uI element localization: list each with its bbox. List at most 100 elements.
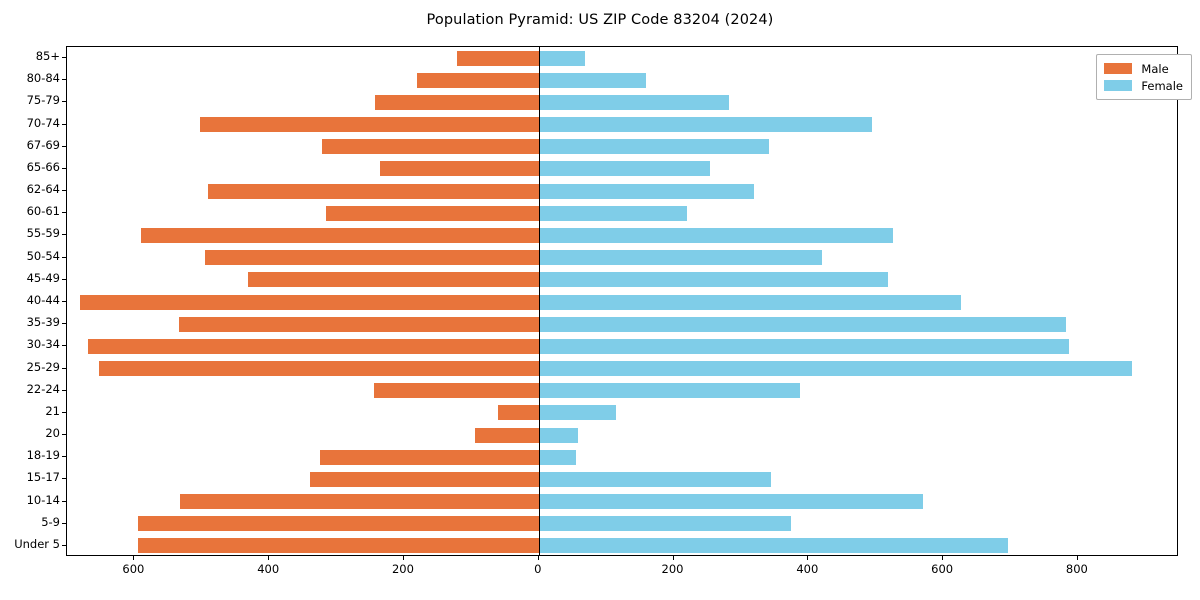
- x-axis-label-600: 600: [931, 562, 954, 576]
- x-axis-label-200: 200: [391, 562, 414, 576]
- bar-female-85-: [538, 50, 585, 66]
- y-axis-tick: [62, 500, 66, 502]
- y-axis-label-62-64: 62-64: [26, 182, 60, 197]
- bar-female-20: [538, 427, 578, 443]
- y-axis-tick: [62, 278, 66, 280]
- y-axis-label-25-29: 25-29: [26, 359, 60, 374]
- bar-male-85-: [457, 50, 539, 66]
- x-axis-label-400: 400: [796, 562, 819, 576]
- x-axis-label-600: 600: [122, 562, 145, 576]
- y-axis-label-50-54: 50-54: [26, 248, 60, 263]
- bar-male-80-84: [417, 72, 539, 88]
- y-axis-label-55-59: 55-59: [26, 226, 60, 241]
- bar-male-55-59: [141, 227, 539, 243]
- bar-female-22-24: [538, 383, 801, 399]
- y-axis-tick: [62, 101, 66, 103]
- y-axis-tick: [62, 323, 66, 325]
- y-axis-label-18-19: 18-19: [26, 448, 60, 463]
- bar-male-15-17: [309, 471, 539, 487]
- bar-male-20: [474, 427, 539, 443]
- y-axis-tick: [62, 367, 66, 369]
- y-axis-label-10-14: 10-14: [26, 492, 60, 507]
- bar-female-50-54: [538, 250, 822, 266]
- bar-male-21: [498, 405, 539, 421]
- y-axis-label-80-84: 80-84: [26, 71, 60, 86]
- y-axis-label-40-44: 40-44: [26, 293, 60, 307]
- bar-female-65-66: [538, 161, 710, 177]
- bar-male-75-79: [374, 94, 539, 110]
- x-axis-label-400: 400: [257, 562, 280, 576]
- y-axis-tick: [62, 212, 66, 214]
- y-axis-tick: [62, 478, 66, 480]
- y-axis-tick: [62, 456, 66, 458]
- y-axis-tick: [62, 301, 66, 302]
- bar-female-35-39: [538, 316, 1066, 332]
- legend-label-female: Female: [1141, 78, 1183, 93]
- y-axis-tick: [62, 79, 66, 81]
- x-axis-tick: [1076, 556, 1078, 560]
- y-axis-label-30-34: 30-34: [26, 337, 60, 352]
- y-axis-label-35-39: 35-39: [26, 315, 60, 330]
- y-axis-label-45-49: 45-49: [26, 270, 60, 285]
- bar-male-10-14: [179, 494, 539, 510]
- x-axis-tick: [537, 556, 539, 560]
- y-axis-label-60-61: 60-61: [26, 204, 60, 219]
- y-axis-label-21: 21: [45, 403, 60, 418]
- y-axis-label-67-69: 67-69: [26, 137, 60, 152]
- legend-swatch-female-icon: [1104, 80, 1133, 91]
- bar-female-62-64: [538, 183, 755, 199]
- bar-female-75-79: [538, 94, 730, 110]
- y-axis-tick: [62, 145, 66, 147]
- x-axis-tick: [268, 556, 270, 560]
- bar-male-60-61: [326, 205, 539, 221]
- bar-female-15-17: [538, 471, 772, 487]
- bar-female-40-44: [538, 294, 962, 310]
- y-axis-label-75-79: 75-79: [26, 93, 60, 108]
- y-axis-tick: [62, 434, 66, 436]
- bar-male-22-24: [373, 383, 539, 399]
- bar-female-5-9: [538, 516, 792, 532]
- chart-legend: Male Female: [1096, 54, 1192, 100]
- legend-swatch-male-icon: [1104, 63, 1133, 74]
- bars-layer: [67, 47, 1177, 555]
- x-axis-tick: [402, 556, 404, 560]
- y-axis-label-20: 20: [45, 426, 60, 441]
- bar-male-45-49: [247, 272, 539, 288]
- bar-female-60-61: [538, 205, 688, 221]
- bar-female-30-34: [538, 338, 1070, 354]
- y-axis-tick: [62, 389, 66, 391]
- y-axis-tick: [62, 57, 66, 59]
- y-axis-tick: [62, 234, 66, 236]
- bar-male-30-34: [87, 338, 539, 354]
- x-axis-label-200: 200: [661, 562, 684, 576]
- bar-female-45-49: [538, 272, 888, 288]
- legend-item-female: Female: [1104, 77, 1183, 94]
- bar-male-50-54: [205, 250, 539, 266]
- bar-female-25-29: [538, 361, 1133, 377]
- bar-male-under-5: [137, 538, 539, 554]
- bar-male-62-64: [207, 183, 539, 199]
- bar-female-under-5: [538, 538, 1009, 554]
- chart-title: Population Pyramid: US ZIP Code 83204 (2…: [426, 12, 774, 28]
- bar-male-70-74: [200, 117, 539, 133]
- legend-label-male: Male: [1141, 61, 1169, 76]
- legend-item-male: Male: [1104, 60, 1183, 77]
- y-axis-tick: [62, 345, 66, 347]
- bar-female-10-14: [538, 494, 923, 510]
- x-axis-label-0: 0: [534, 562, 542, 576]
- x-axis-tick: [942, 556, 944, 560]
- x-axis-tick: [133, 556, 135, 560]
- bar-female-21: [538, 405, 617, 421]
- bar-male-67-69: [322, 139, 539, 155]
- bar-male-40-44: [80, 294, 539, 310]
- bar-female-70-74: [538, 117, 873, 133]
- bar-female-55-59: [538, 227, 893, 243]
- bar-male-18-19: [319, 449, 539, 465]
- y-axis-label-under-5: Under 5: [14, 536, 60, 551]
- y-axis-tick: [62, 544, 66, 546]
- y-axis-label-85-: 85+: [35, 49, 60, 64]
- bar-male-65-66: [380, 161, 539, 177]
- bar-male-25-29: [99, 361, 539, 377]
- y-axis-tick: [62, 123, 66, 125]
